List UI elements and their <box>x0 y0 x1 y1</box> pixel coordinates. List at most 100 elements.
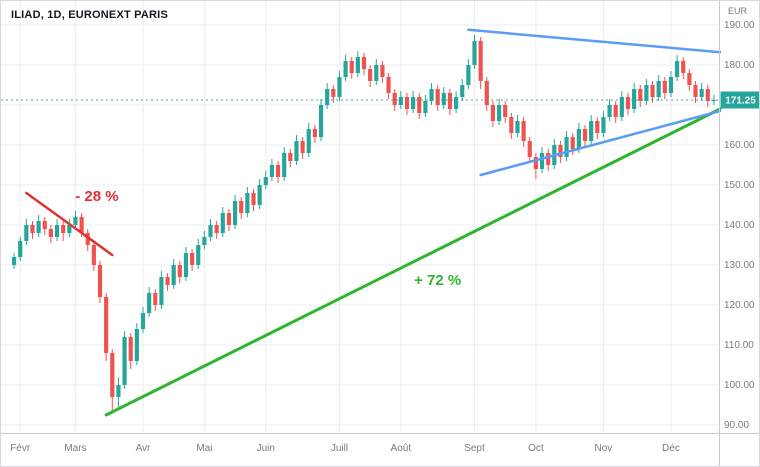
candle-body <box>644 85 649 101</box>
candle-body <box>429 89 434 101</box>
candle-body <box>165 277 170 285</box>
price-axis[interactable]: 190.00180.00170.00160.00150.00140.00130.… <box>720 20 760 431</box>
candle-body <box>226 213 232 225</box>
candle-body <box>269 165 275 177</box>
candle-body <box>681 61 686 73</box>
candle-body <box>558 145 563 157</box>
candle-body <box>140 313 146 329</box>
price-tick-label: 110.00 <box>724 340 754 351</box>
candle-body <box>24 225 29 241</box>
candle-body <box>484 81 489 105</box>
candle-body <box>312 129 317 137</box>
candle-body <box>153 293 158 305</box>
candle-body <box>632 89 637 109</box>
rally-trendline[interactable] <box>104 107 722 417</box>
candle-body <box>576 129 581 149</box>
triangle-lower-trendline[interactable] <box>479 109 722 177</box>
candle-body <box>687 73 692 85</box>
candle-body <box>601 117 606 133</box>
candle-body <box>656 81 661 97</box>
candle-body <box>693 85 698 97</box>
time-tick-label: Nov <box>595 443 613 454</box>
candle-body <box>263 177 268 185</box>
triangle-upper-trendline[interactable] <box>467 28 722 54</box>
candle-body <box>11 257 17 265</box>
candle-body <box>232 201 238 225</box>
time-tick-label: Sept <box>464 443 485 454</box>
candle-body <box>417 97 422 113</box>
price-tick-label: 140.00 <box>724 220 755 231</box>
candle-body <box>460 85 465 97</box>
candle-body <box>73 217 78 225</box>
candle-body <box>343 61 348 77</box>
candle-body <box>190 253 195 265</box>
time-tick-label: Mars <box>64 443 86 454</box>
time-tick-label: Avr <box>136 443 151 454</box>
price-tick-label: 120.00 <box>724 300 755 311</box>
candle-body <box>318 105 324 137</box>
time-tick-label: Juin <box>257 443 275 454</box>
candle-body <box>619 97 624 117</box>
price-tick-label: 160.00 <box>724 140 755 151</box>
candle-body <box>177 265 182 277</box>
candle-body <box>625 97 631 109</box>
candle-body <box>711 100 717 101</box>
candle-body <box>159 277 164 305</box>
candle-body <box>638 89 643 101</box>
candle-body <box>595 121 600 133</box>
candle-body <box>42 221 47 229</box>
candle-body <box>67 225 72 233</box>
candle-body <box>380 65 385 77</box>
candle-body <box>134 329 139 361</box>
candle-body <box>202 237 207 245</box>
candle-body <box>61 225 66 233</box>
candle-body <box>570 137 575 149</box>
candle-body <box>533 157 538 169</box>
candle-body <box>404 97 410 109</box>
candle-body <box>220 213 225 233</box>
time-axis[interactable]: Févr Mars Avr Mai Juin Juill Août Sept Oct Nov Déc <box>10 443 680 454</box>
candle-body <box>104 297 109 353</box>
candle-body <box>110 353 115 397</box>
candle-body <box>515 121 520 133</box>
candle-body <box>527 141 532 157</box>
candle-body <box>30 225 35 233</box>
time-tick-label: Févr <box>10 443 31 454</box>
price-tick-label: 100.00 <box>724 380 755 391</box>
price-tick-label: 130.00 <box>724 260 755 271</box>
candle-body <box>705 89 710 101</box>
candle-body <box>257 185 262 205</box>
candle-body <box>503 105 508 117</box>
decline-percent-label: - 28 % <box>75 188 118 205</box>
svg-text:171.25: 171.25 <box>725 96 756 107</box>
candle-body <box>472 41 477 65</box>
candle-body <box>294 141 299 161</box>
candle-body <box>325 89 330 105</box>
candle-body <box>48 229 53 237</box>
candle-body <box>337 77 342 97</box>
candle-body <box>368 69 373 81</box>
candle-body <box>699 89 704 97</box>
time-tick-label: Déc <box>662 443 680 454</box>
candle-body <box>18 241 23 257</box>
candle-body <box>306 129 311 153</box>
candle-body <box>411 97 416 109</box>
candle-body <box>214 225 219 233</box>
candle-body <box>582 129 588 141</box>
candle-body <box>453 97 459 109</box>
decline-trendline[interactable] <box>25 191 114 257</box>
symbol-title: ILIAD, 1D, EURONEXT PARIS <box>11 9 168 21</box>
candle-body <box>79 217 84 233</box>
candle-body <box>546 153 551 165</box>
time-tick-label: Mai <box>196 443 212 454</box>
candles[interactable] <box>11 35 717 413</box>
candle-body <box>386 77 391 93</box>
candle-body <box>128 337 133 361</box>
candle-body <box>539 153 545 169</box>
time-tick-label: Oct <box>528 443 544 454</box>
candle-body <box>85 233 90 245</box>
candle-body <box>208 225 213 237</box>
candle-body <box>521 121 526 141</box>
candle-body <box>447 93 453 109</box>
